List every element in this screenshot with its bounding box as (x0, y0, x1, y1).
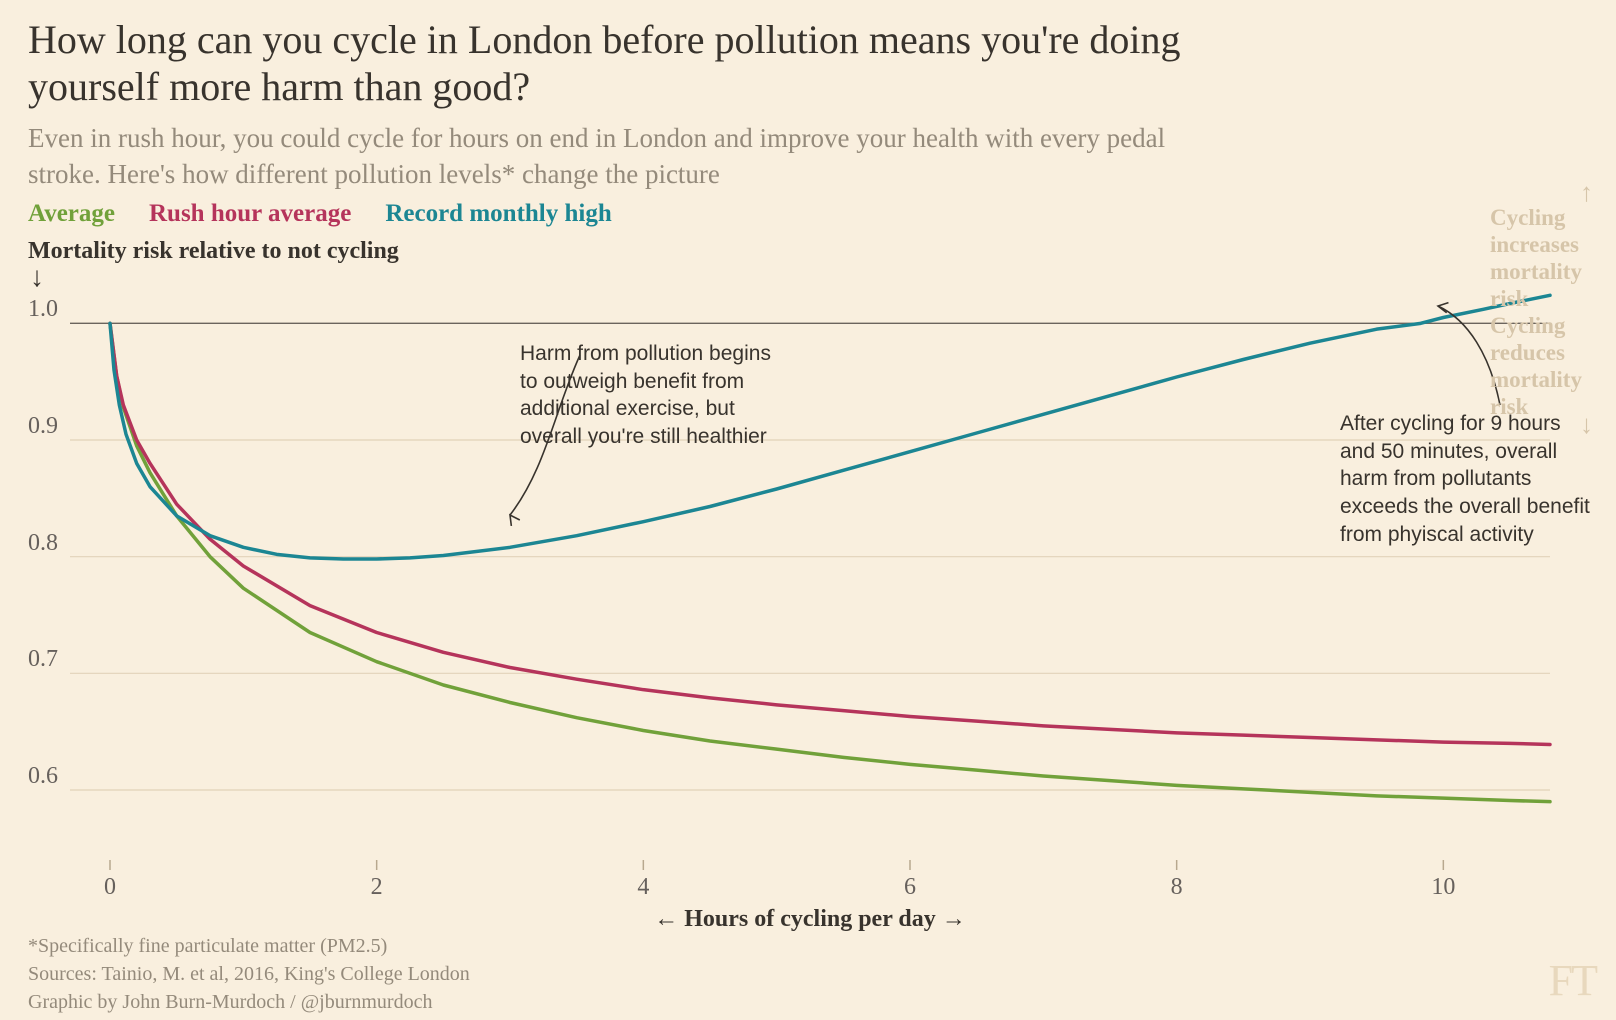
annotation-crossover: After cycling for 9 hours and 50 minutes… (1340, 410, 1600, 549)
side-label-reduces: Cycling reduces mortality risk (1490, 312, 1616, 421)
x-tick-label: 2 (371, 874, 383, 901)
y-axis-title: Mortality risk relative to not cycling (28, 238, 399, 265)
y-tick-label: 1.0 (28, 296, 58, 323)
y-tick-label: 0.6 (28, 763, 58, 790)
y-axis-arrow-icon: ↓ (30, 262, 44, 294)
x-tick-label: 8 (1171, 874, 1183, 901)
legend-item-record-high: Record monthly high (385, 200, 611, 228)
legend-item-average: Average (28, 200, 115, 228)
y-tick-label: 0.9 (28, 413, 58, 440)
y-tick-label: 0.7 (28, 646, 58, 673)
footnote-line: Sources: Tainio, M. et al, 2016, King's … (28, 960, 470, 988)
x-tick-label: 10 (1431, 874, 1455, 901)
legend: Average Rush hour average Record monthly… (28, 200, 612, 228)
annotation-harm-outweighs: Harm from pollution begins to outweigh b… (520, 340, 780, 451)
y-tick-label: 0.8 (28, 530, 58, 557)
x-tick-label: 0 (104, 874, 116, 901)
chart-container: How long can you cycle in London before … (0, 0, 1616, 1020)
footnotes: *Specifically fine particulate matter (P… (28, 932, 470, 1016)
chart-title: How long can you cycle in London before … (28, 16, 1248, 110)
series-record-monthly-high (110, 295, 1550, 559)
x-axis-title: ← Hours of cycling per day → (654, 906, 966, 933)
footnote-line: Graphic by John Burn-Murdoch / @jburnmur… (28, 988, 470, 1016)
series-rush-hour-average (110, 323, 1550, 744)
side-label-increases: Cycling increases mortality risk (1490, 204, 1616, 313)
series-average (110, 323, 1550, 801)
chart-subtitle: Even in rush hour, you could cycle for h… (28, 120, 1228, 193)
plot-area (70, 300, 1550, 860)
arrow-to-min-head (510, 515, 520, 526)
ft-logo: FT (1549, 955, 1596, 1006)
legend-item-rush-hour: Rush hour average (149, 200, 351, 228)
x-tick-label: 6 (904, 874, 916, 901)
footnote-line: *Specifically fine particulate matter (P… (28, 932, 470, 960)
x-tick-label: 4 (637, 874, 649, 901)
